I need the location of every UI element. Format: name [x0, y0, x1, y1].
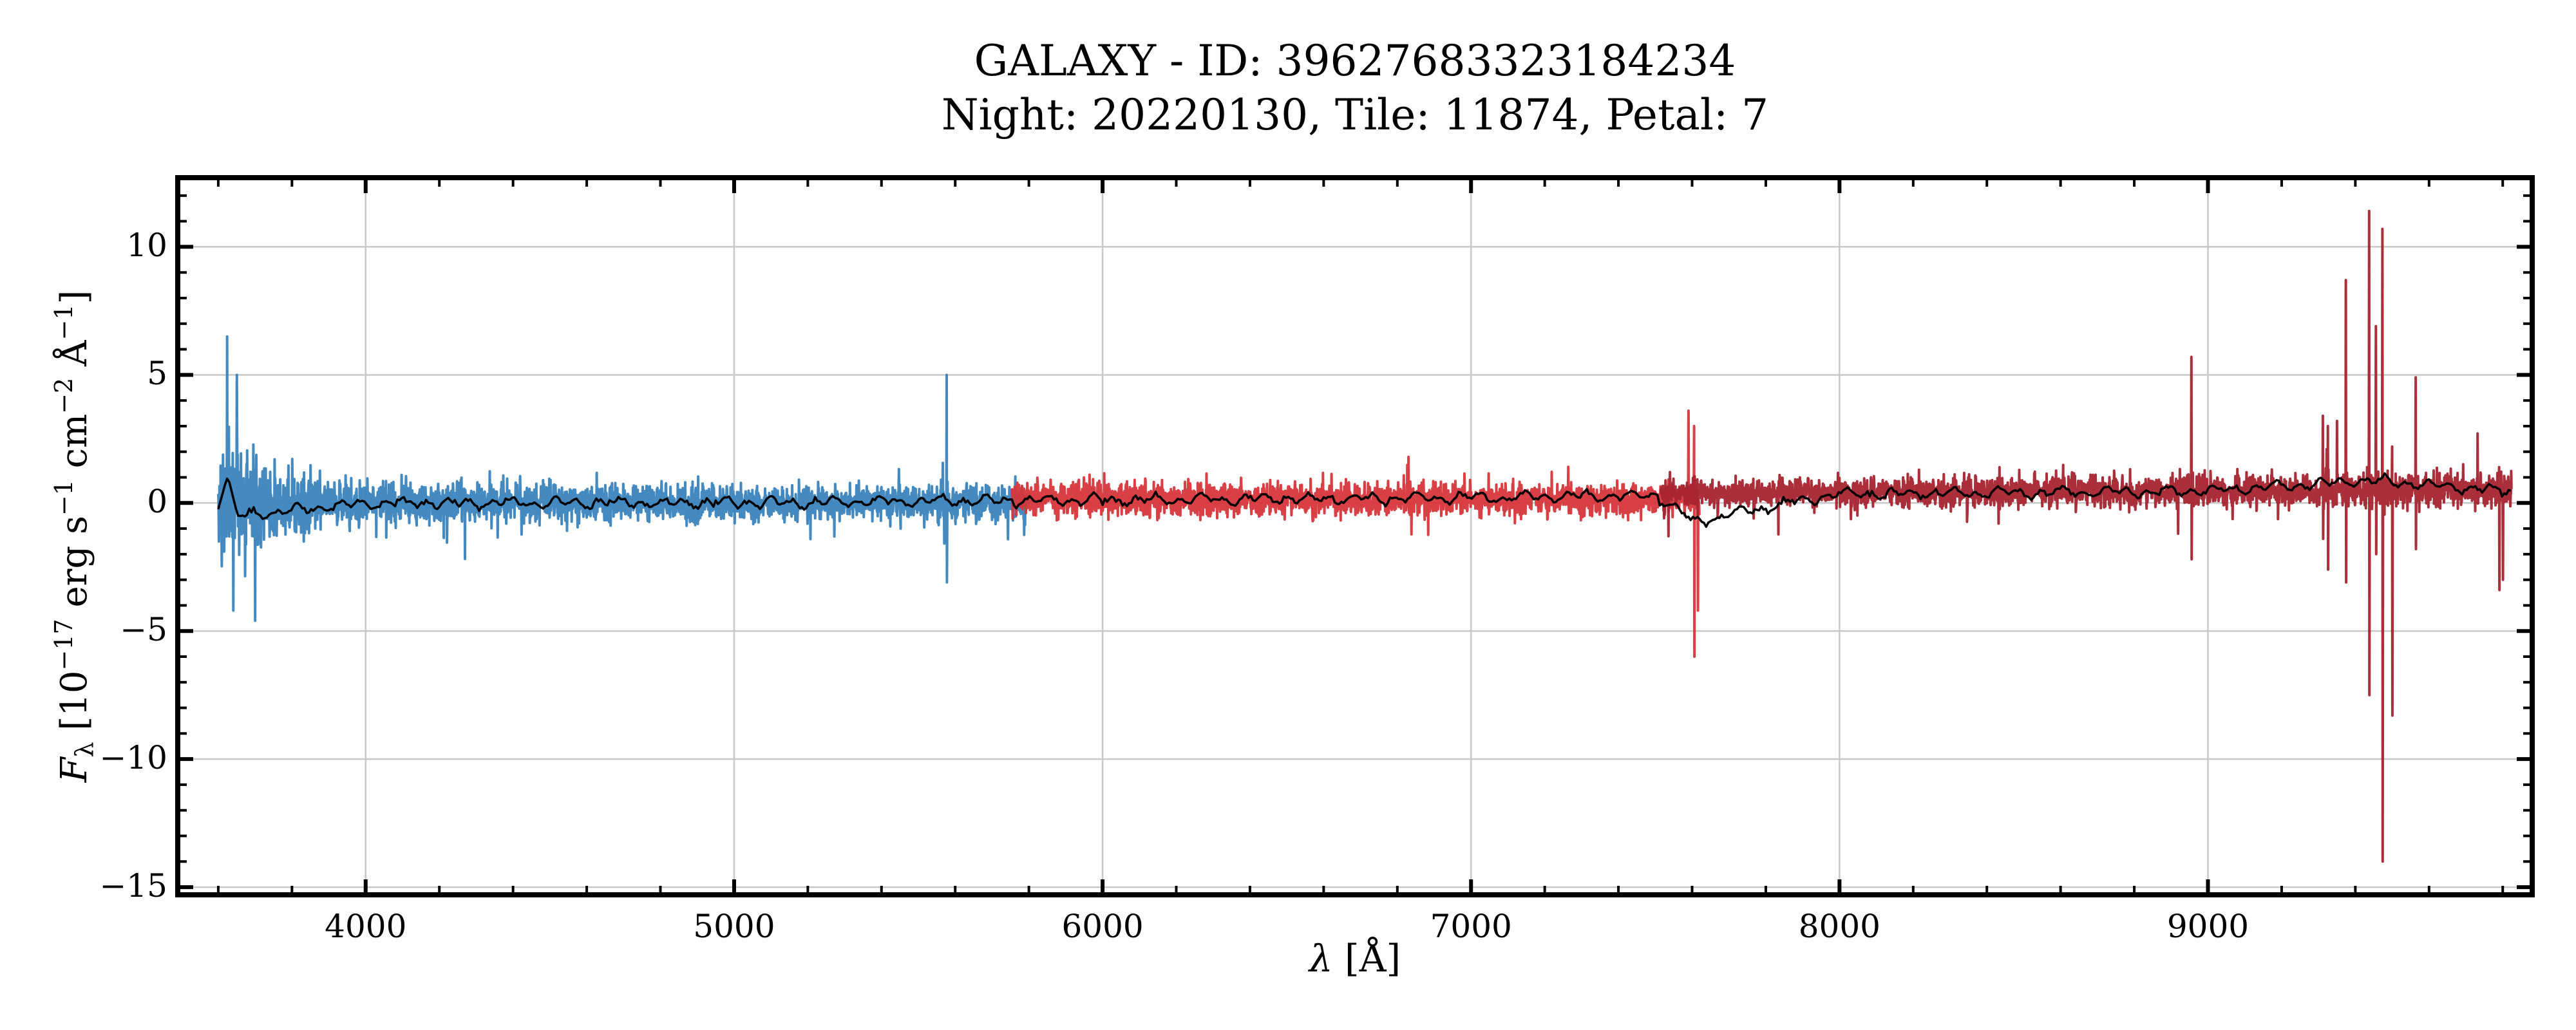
spectrum-series — [216, 209, 2513, 863]
x-tick-label: 8000 — [1798, 908, 1880, 945]
y-axis-exponent: −1 — [50, 304, 78, 341]
axis-ticks — [178, 178, 2532, 895]
y-axis-exponent: −17 — [50, 619, 78, 671]
x-axis-symbol: λ — [1309, 937, 1333, 980]
y-axis-symbol: F — [53, 757, 95, 783]
y-axis-unit-erg: erg s — [53, 516, 95, 608]
y-tick-label: −10 — [99, 739, 167, 777]
y-tick-label: 10 — [126, 227, 167, 265]
x-tick-label: 4000 — [325, 908, 407, 945]
y-axis-label: Fλ [10−17 erg s−1 cm−2 Å−1] — [50, 290, 99, 783]
grid-lines — [178, 178, 2532, 895]
y-axis-subscript: λ — [70, 742, 99, 758]
r-arm-flux-line — [1010, 409, 1701, 658]
b-arm-flux-line — [216, 335, 1030, 623]
x-tick-label: 9000 — [2166, 908, 2249, 945]
y-tick-label: 0 — [147, 483, 167, 521]
x-axis-label: λ [Å] — [0, 937, 2576, 980]
y-tick-label: −5 — [120, 611, 167, 649]
y-axis-exponent: −1 — [50, 480, 78, 516]
x-tick-label: 5000 — [693, 908, 775, 945]
y-axis-bracket: ] — [53, 290, 95, 304]
x-tick-label: 6000 — [1061, 908, 1144, 945]
y-axis-unit-cm: cm — [53, 413, 95, 469]
y-tick-label: 5 — [147, 355, 167, 393]
z-arm-flux-line — [1659, 209, 2513, 863]
y-axis-unit-angstrom: Å — [53, 340, 95, 366]
chart-title-line-1: GALAXY - ID: 39627683323184234 — [974, 36, 1736, 86]
x-tick-label: 7000 — [1430, 908, 1512, 945]
x-axis-unit: [Å] — [1345, 937, 1401, 980]
y-tick-label: −15 — [99, 867, 167, 905]
axes-frame — [175, 175, 2535, 897]
chart-title-line-2: Night: 20220130, Tile: 11874, Petal: 7 — [941, 90, 1769, 140]
y-axis-exponent: −2 — [50, 377, 78, 414]
y-axis-unit-scale: [10 — [53, 670, 95, 731]
smoothed-model-line — [217, 472, 2512, 529]
